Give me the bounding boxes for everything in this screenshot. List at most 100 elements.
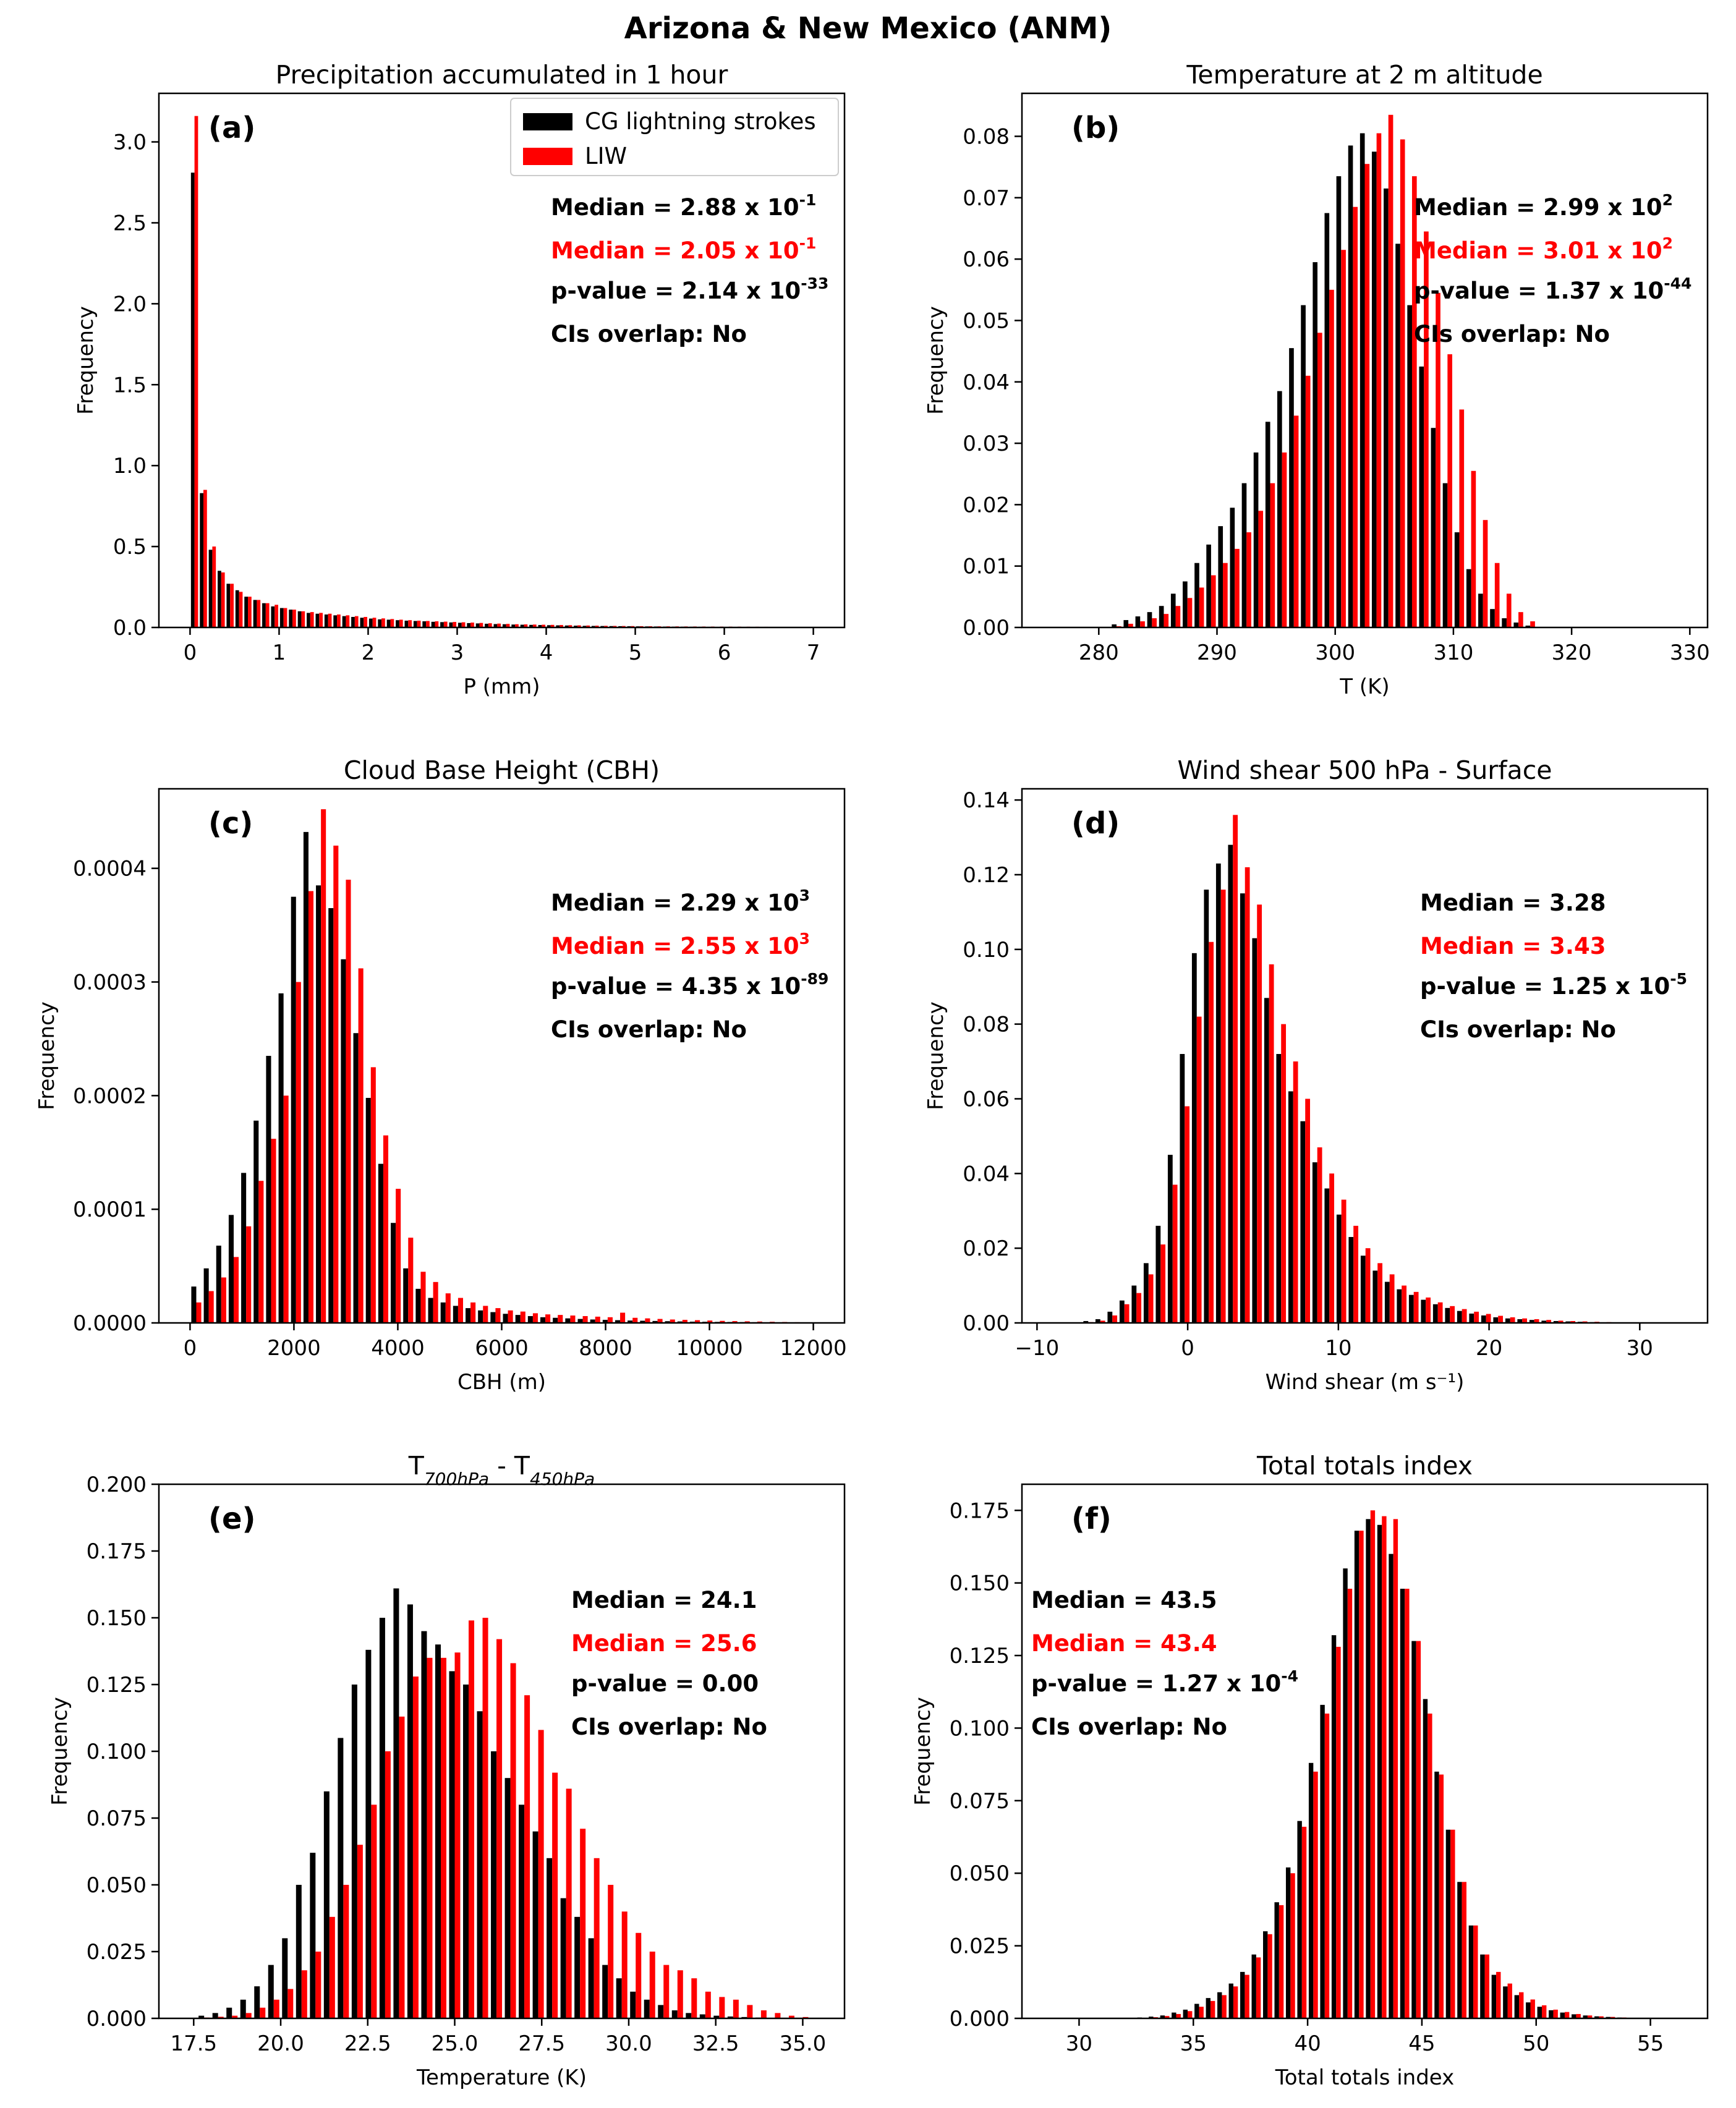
stat-e-1: Median = 25.6 bbox=[571, 1630, 757, 1657]
bar-f-cg-15 bbox=[1308, 1762, 1314, 2018]
bar-f-liw-2 bbox=[1165, 2016, 1170, 2018]
bar-e-liw-23 bbox=[524, 1695, 530, 2018]
bar-e-liw-36 bbox=[705, 1991, 711, 2018]
y-tick-label-f-0: 0.000 bbox=[950, 2007, 1010, 2031]
bar-c-liw-2 bbox=[221, 1277, 226, 1323]
bar-f-cg-28 bbox=[1457, 1882, 1462, 2018]
bar-d-cg-25 bbox=[1384, 1281, 1390, 1323]
bar-a-cg-23 bbox=[396, 620, 399, 627]
x-tick-label-d-4: 30 bbox=[1627, 1336, 1653, 1361]
x-tick-label-b-1: 290 bbox=[1197, 640, 1237, 665]
bar-d-cg-19 bbox=[1312, 1162, 1317, 1323]
bar-e-liw-2 bbox=[232, 2015, 238, 2018]
bar-c-cg-4 bbox=[241, 1173, 247, 1323]
bar-e-cg-15 bbox=[407, 1604, 413, 2018]
bar-a-cg-33 bbox=[485, 623, 488, 627]
bar-e-liw-24 bbox=[538, 1730, 544, 2018]
x-tick-label-c-6: 12000 bbox=[780, 1336, 847, 1361]
bar-f-liw-7 bbox=[1222, 1995, 1227, 2018]
x-tick-label-f-3: 45 bbox=[1408, 2031, 1435, 2056]
bar-f-cg-26 bbox=[1434, 1771, 1439, 2018]
bar-c-liw-37 bbox=[657, 1319, 663, 1323]
bar-b-cg-8 bbox=[1206, 544, 1211, 627]
x-tick-label-e-1: 20.0 bbox=[257, 2031, 304, 2056]
bar-d-cg-34 bbox=[1493, 1317, 1499, 1323]
bar-b-liw-3 bbox=[1152, 618, 1157, 627]
bar-f-liw-14 bbox=[1301, 1827, 1307, 2018]
bar-c-liw-6 bbox=[271, 1139, 276, 1323]
bar-f-liw-11 bbox=[1267, 1934, 1272, 2018]
y-tick-label-e-6: 0.150 bbox=[87, 1606, 147, 1631]
y-tick-label-d-0: 0.00 bbox=[963, 1311, 1010, 1336]
bar-d-cg-3 bbox=[1119, 1300, 1125, 1323]
y-tick-label-a-0: 0.0 bbox=[113, 616, 147, 640]
bar-a-cg-35 bbox=[502, 624, 506, 627]
bar-f-cg-36 bbox=[1549, 2010, 1554, 2018]
bar-f-liw-29 bbox=[1473, 1925, 1478, 2018]
stat-e-3: CIs overlap: No bbox=[571, 1714, 767, 1740]
bar-c-cg-19 bbox=[428, 1298, 433, 1323]
bar-b-liw-9 bbox=[1223, 563, 1228, 627]
bar-c-liw-3 bbox=[233, 1257, 239, 1323]
bar-d-liw-32 bbox=[1474, 1311, 1479, 1323]
panel-b: 280 290 300 310 320 330 0.00 0.01 0.02 0.03 0.04 0.… bbox=[924, 60, 1710, 699]
y-tick-label-b-1: 0.01 bbox=[963, 555, 1010, 579]
x-tick-label-f-4: 50 bbox=[1523, 2031, 1549, 2056]
bar-f-cg-38 bbox=[1572, 2014, 1576, 2018]
bar-d-cg-12 bbox=[1228, 844, 1233, 1323]
bar-f-liw-23 bbox=[1405, 1589, 1410, 2018]
bar-c-cg-25 bbox=[503, 1314, 508, 1323]
bar-c-liw-18 bbox=[420, 1272, 426, 1323]
bar-a-liw-31 bbox=[470, 623, 474, 627]
bar-b-liw-13 bbox=[1270, 483, 1275, 627]
bar-d-liw-36 bbox=[1522, 1318, 1527, 1323]
bar-d-liw-18 bbox=[1305, 1099, 1311, 1323]
bar-c-liw-44 bbox=[744, 1321, 750, 1323]
bar-b-liw-21 bbox=[1364, 164, 1370, 628]
bar-c-cg-9 bbox=[303, 831, 308, 1323]
bar-b-liw-24 bbox=[1400, 139, 1405, 628]
bar-f-liw-39 bbox=[1587, 2015, 1593, 2018]
stat-d-1: Median = 3.43 bbox=[1420, 933, 1606, 959]
bar-d-cg-11 bbox=[1215, 863, 1221, 1323]
bar-b-liw-34 bbox=[1518, 612, 1523, 627]
stat-d-2: p-value = 1.25 x 10-5 bbox=[1420, 970, 1687, 1000]
bar-e-cg-34 bbox=[671, 2010, 678, 2018]
stat-b-2: p-value = 1.37 x 10-44 bbox=[1414, 274, 1691, 304]
bar-e-liw-37 bbox=[719, 1997, 725, 2018]
bar-d-cg-30 bbox=[1445, 1307, 1450, 1323]
legend: CG lightning strokes LIW bbox=[510, 98, 839, 176]
bar-c-cg-20 bbox=[440, 1302, 446, 1323]
bar-d-cg-20 bbox=[1324, 1188, 1330, 1323]
bar-c-liw-5 bbox=[258, 1181, 264, 1323]
bar-f-liw-6 bbox=[1210, 2000, 1215, 2018]
bar-c-cg-14 bbox=[365, 1098, 371, 1323]
bar-f-liw-18 bbox=[1347, 1589, 1353, 2018]
bar-c-cg-2 bbox=[216, 1246, 221, 1323]
panel-d: −10 0 10 20 30 0.00 0.02 0.04 0.06 0.08 0.10 0.12 0.… bbox=[924, 755, 1709, 1395]
stat-f-2: p-value = 1.27 x 10-4 bbox=[1031, 1667, 1298, 1697]
bar-e-liw-35 bbox=[691, 1978, 697, 2018]
bar-e-cg-26 bbox=[560, 1898, 566, 2018]
bar-c-cg-36 bbox=[640, 1320, 645, 1323]
x-tick-label-e-5: 30.0 bbox=[605, 2031, 652, 2056]
x-tick-label-c-5: 10000 bbox=[676, 1336, 742, 1361]
bar-a-liw-25 bbox=[417, 621, 421, 627]
panel-c: 0 2000 4000 6000 8000 10000 12000 0.0000 0.0001 0… bbox=[35, 755, 847, 1395]
bar-f-cg-40 bbox=[1594, 2016, 1599, 2018]
bar-e-liw-19 bbox=[469, 1620, 475, 2018]
bar-d-liw-23 bbox=[1365, 1248, 1371, 1323]
bar-c-liw-11 bbox=[333, 845, 339, 1323]
bar-c-cg-22 bbox=[466, 1308, 471, 1323]
y-tick-label-e-7: 0.175 bbox=[87, 1539, 147, 1564]
bar-e-cg-27 bbox=[574, 1916, 581, 2018]
x-tick-label-c-0: 0 bbox=[184, 1336, 197, 1361]
bar-b-cg-13 bbox=[1265, 422, 1270, 627]
bar-e-cg-37 bbox=[713, 2015, 720, 2018]
bar-f-cg-5 bbox=[1194, 2004, 1199, 2018]
bar-f-cg-8 bbox=[1228, 1983, 1233, 2018]
x-tick-label-a-1: 1 bbox=[273, 640, 286, 665]
bar-e-cg-38 bbox=[727, 2016, 733, 2018]
legend-swatch-1 bbox=[523, 148, 572, 165]
bar-c-cg-37 bbox=[652, 1320, 658, 1323]
